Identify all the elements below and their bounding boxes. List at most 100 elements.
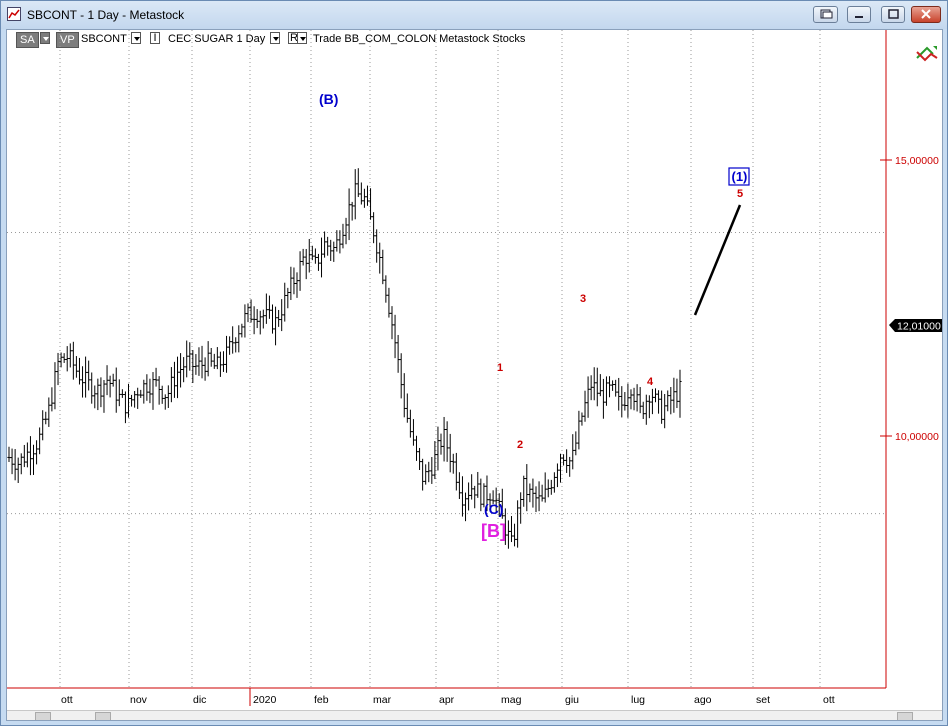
indicator-button[interactable]: I: [150, 32, 160, 44]
ohlc-bar: [647, 395, 651, 419]
ohlc-bar: [516, 500, 520, 548]
ohlc-bar: [335, 230, 339, 252]
ohlc-bar: [96, 378, 100, 411]
symbol-dropdown[interactable]: [131, 32, 141, 44]
ohlc-bar: [326, 236, 330, 256]
ohlc-bar: [175, 356, 180, 399]
ohlc-bar: [87, 360, 91, 391]
trade-arrows-icon[interactable]: [916, 46, 938, 62]
ohlc-bar: [166, 385, 170, 408]
ohlc-bar: [598, 374, 602, 397]
ohlc-bar: [338, 230, 342, 254]
ohlc-bar: [154, 367, 158, 387]
ohlc-bar: [249, 299, 253, 323]
ohlc-bar: [258, 310, 262, 335]
restore-layout-button[interactable]: [813, 6, 838, 23]
ohlc-bar: [574, 431, 578, 456]
ohlc-bar: [368, 188, 373, 220]
scroll-right-button[interactable]: [897, 712, 913, 720]
price-chart[interactable]: 15,00000 10,00000 12,01000 ott nov dic 2…: [7, 30, 942, 710]
ohlc-bar: [114, 367, 118, 413]
ohlc-bar: [451, 453, 455, 474]
minimize-button[interactable]: [847, 6, 871, 23]
wave-label-5: 5: [737, 188, 743, 200]
ohlc-bar: [50, 387, 54, 412]
period-dropdown[interactable]: [270, 32, 280, 44]
ohlc-bar: [77, 357, 82, 385]
ohlc-bar: [185, 340, 189, 378]
ohlc-bar: [41, 410, 45, 441]
ohlc-bar: [129, 394, 134, 407]
ohlc-bar: [672, 377, 676, 413]
ohlc-bar: [491, 490, 495, 505]
ohlc-bar: [666, 390, 670, 412]
ohlc-bar: [108, 375, 112, 398]
ohlc-bar: [289, 266, 293, 301]
ohlc-bar: [19, 453, 23, 475]
wave-label-C: (C): [484, 501, 503, 517]
ohlc-bar: [261, 309, 265, 329]
ohlc-bar: [430, 457, 434, 484]
ohlc-bar: [148, 378, 152, 404]
scroll-thumb[interactable]: [95, 712, 111, 720]
ohlc-bar: [280, 299, 284, 332]
ohlc-bar: [356, 168, 360, 198]
ohlc-bar: [448, 433, 452, 473]
ohlc-bar: [191, 350, 195, 384]
ohlc-bar: [531, 478, 535, 508]
ohlc-bar: [329, 239, 333, 262]
wave-annotations: (B) (C) [B] 1 2 3 4 5 (1): [319, 91, 750, 541]
ohlc-bar: [221, 351, 226, 372]
ohlc-bar: [71, 341, 75, 380]
ohlc-bar: [246, 303, 250, 323]
ohlc-bar: [243, 304, 247, 338]
ohlc-bar: [558, 453, 563, 483]
ohlc-bar: [549, 479, 553, 495]
ohlc-bar: [28, 436, 33, 476]
ohlc-bar: [653, 388, 658, 403]
r-dropdown[interactable]: [297, 32, 307, 44]
ohlc-bar: [332, 241, 336, 262]
ohlc-bar: [47, 397, 51, 427]
ohlc-bar: [641, 401, 645, 420]
scroll-left-button[interactable]: [35, 712, 51, 720]
ohlc-bar: [74, 356, 79, 378]
vp-button[interactable]: VP: [56, 32, 79, 48]
ohlc-bar: [298, 251, 302, 291]
ohlc-bar: [80, 366, 85, 398]
x-tick-label: ago: [694, 694, 712, 706]
maximize-button[interactable]: [881, 6, 905, 23]
ohlc-bar: [607, 376, 612, 398]
ohlc-bar: [479, 478, 483, 512]
ohlc-bar: [372, 212, 376, 244]
y-tick-label: 15,00000: [895, 155, 939, 167]
sa-dropdown[interactable]: [40, 32, 50, 44]
ohlc-bar: [482, 483, 486, 508]
x-tick-label: mar: [373, 694, 392, 706]
app-icon: [7, 7, 21, 21]
ohlc-bar: [442, 416, 446, 462]
title-bar[interactable]: SBCONT - 1 Day - Metastock: [1, 1, 947, 29]
ohlc-bar: [405, 393, 409, 423]
ohlc-bar: [390, 306, 394, 340]
ohlc-bar: [224, 335, 229, 373]
sa-button[interactable]: SA: [16, 32, 39, 48]
x-tick-label: dic: [193, 694, 206, 706]
ohlc-bar: [503, 508, 507, 545]
chevron-down-icon: [273, 37, 279, 41]
ohlc-bar: [460, 476, 465, 517]
ohlc-bar: [512, 523, 517, 547]
projection-line: [693, 204, 742, 316]
close-button[interactable]: [911, 6, 941, 23]
ohlc-bar: [139, 389, 143, 398]
ohlc-bar: [614, 379, 618, 397]
ohlc-bar: [660, 390, 664, 424]
ohlc-bar: [267, 295, 272, 319]
ohlc-bar: [273, 306, 278, 346]
last-price-label: 12,01000: [897, 321, 941, 333]
chart-toolbar: SA VP SBCONT I CEC SUGAR 1 Day R Trade B…: [7, 30, 942, 50]
ohlc-bar: [561, 454, 566, 466]
ohlc-bar: [656, 390, 661, 414]
horizontal-scrollbar[interactable]: [7, 710, 942, 720]
ohlc-bar: [387, 287, 391, 318]
